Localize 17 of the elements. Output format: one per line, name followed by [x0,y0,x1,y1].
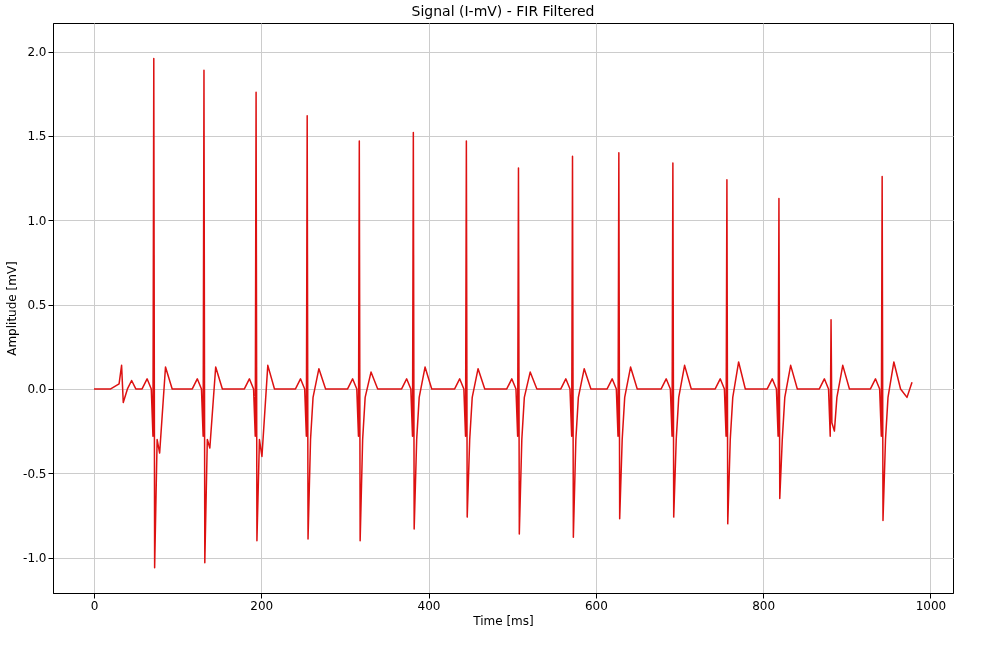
y-tick-label: 0.5 [27,298,47,313]
x-tick-label: 1000 [915,598,947,613]
y-axis-title: Amplitude [mV] [5,261,20,356]
x-tick-label: 200 [250,598,274,613]
x-tick-label: 600 [584,598,608,613]
y-tick-label: 1.5 [27,129,47,144]
line-series [93,57,913,569]
x-tick-label: 400 [417,598,441,613]
y-tick-label: -1.0 [23,551,47,566]
x-tick-label: 0 [90,598,99,613]
y-tick-label: 2.0 [27,45,47,60]
y-tick-label: -0.5 [23,466,47,481]
x-tick-label: 800 [752,598,776,613]
y-tick-label: 1.0 [27,213,47,228]
y-tick-label: 0.0 [27,382,47,397]
x-axis-title: Time [ms] [472,613,534,628]
chart-title: Signal (I-mV) - FIR Filtered [411,3,595,19]
